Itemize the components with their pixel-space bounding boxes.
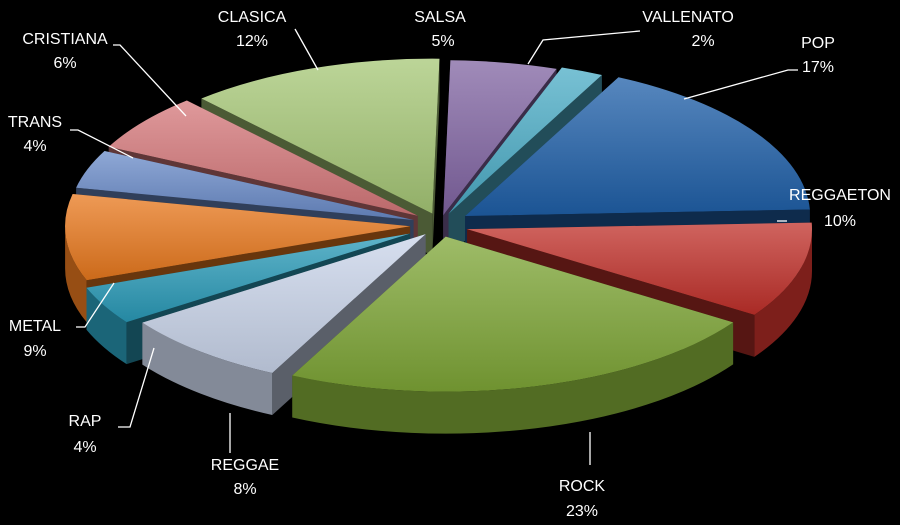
slice-top-vallenato [448,67,602,214]
slice-top-pop [465,77,810,217]
label-vallenato: VALLENATO 2% [527,9,734,65]
slice-top-salsa [443,60,557,216]
leader-line-rap [118,347,155,428]
slice-top-metal [65,194,411,281]
pie-labels: SALSA 5% VALLENATO 2% POP 17% REGGAETON 10% ROCK… [8,9,891,520]
category-label-pop: POP [801,35,835,52]
label-trans: TRANS 4% [8,114,134,159]
value-label-metal: 9% [23,343,46,360]
category-label-vallenato: VALLENATO [642,9,734,26]
category-label-rap: RAP [69,413,102,430]
value-label-reggaeton: 10% [824,213,856,230]
slice-side [86,287,127,365]
slice-top-reggaeton [466,222,813,315]
leader-line-clasica [294,28,319,71]
slice-side [292,322,734,434]
label-reggae: REGGAE 8% [211,413,279,498]
slice-top-trans [76,151,414,220]
slice-side [754,229,812,357]
slice-top-rap [86,233,410,323]
label-reggaeton: REGGAETON 10% [777,187,891,230]
category-label-reggaeton: REGGAETON [789,187,891,204]
value-label-reggae: 8% [233,481,256,498]
slice-rock [292,236,734,434]
value-label-vallenato: 2% [691,33,714,50]
leader-line-vallenato [527,30,641,65]
slice-side [142,322,273,415]
value-label-clasica: 12% [236,33,268,50]
label-metal: METAL 9% [9,282,115,360]
label-rock: ROCK 23% [559,432,606,520]
category-label-metal: METAL [9,318,61,335]
category-label-reggae: REGGAE [211,457,279,474]
value-label-rap: 4% [73,439,96,456]
slice-wall [432,58,440,256]
slice-top-clasica [201,58,440,214]
pie-slices [65,58,813,434]
label-cristiana: CRISTIANA 6% [22,31,187,117]
value-label-salsa: 5% [431,33,454,50]
category-label-rock: ROCK [559,478,606,495]
slice-top-cristiana [108,100,418,216]
value-label-cristiana: 6% [53,55,76,72]
label-pop: POP 17% [683,35,835,100]
label-clasica: CLASICA 12% [218,9,319,71]
label-salsa: SALSA 5% [414,9,466,50]
value-label-trans: 4% [23,138,46,155]
leader-line-trans [70,129,134,159]
category-label-cristiana: CRISTIANA [22,31,108,48]
leader-line-cristiana [113,44,187,117]
category-label-trans: TRANS [8,114,62,131]
value-label-pop: 17% [802,59,834,76]
leader-line-pop [683,69,798,100]
slice-top-rock [292,236,734,392]
slice-top-reggae [142,234,426,373]
label-rap: RAP 4% [69,347,155,456]
category-label-clasica: CLASICA [218,9,287,26]
slice-side [65,226,87,323]
category-label-salsa: SALSA [414,9,466,26]
value-label-rock: 23% [566,503,598,520]
leader-line-metal [76,282,115,328]
